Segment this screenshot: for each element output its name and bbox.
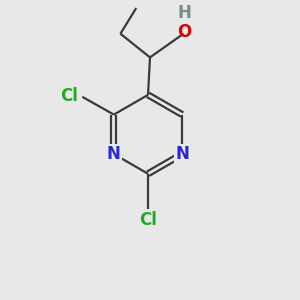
Text: N: N	[175, 145, 189, 163]
Text: O: O	[177, 23, 192, 41]
Text: Cl: Cl	[139, 211, 157, 229]
Text: Cl: Cl	[61, 87, 78, 105]
Text: N: N	[107, 145, 121, 163]
Text: H: H	[178, 4, 191, 22]
